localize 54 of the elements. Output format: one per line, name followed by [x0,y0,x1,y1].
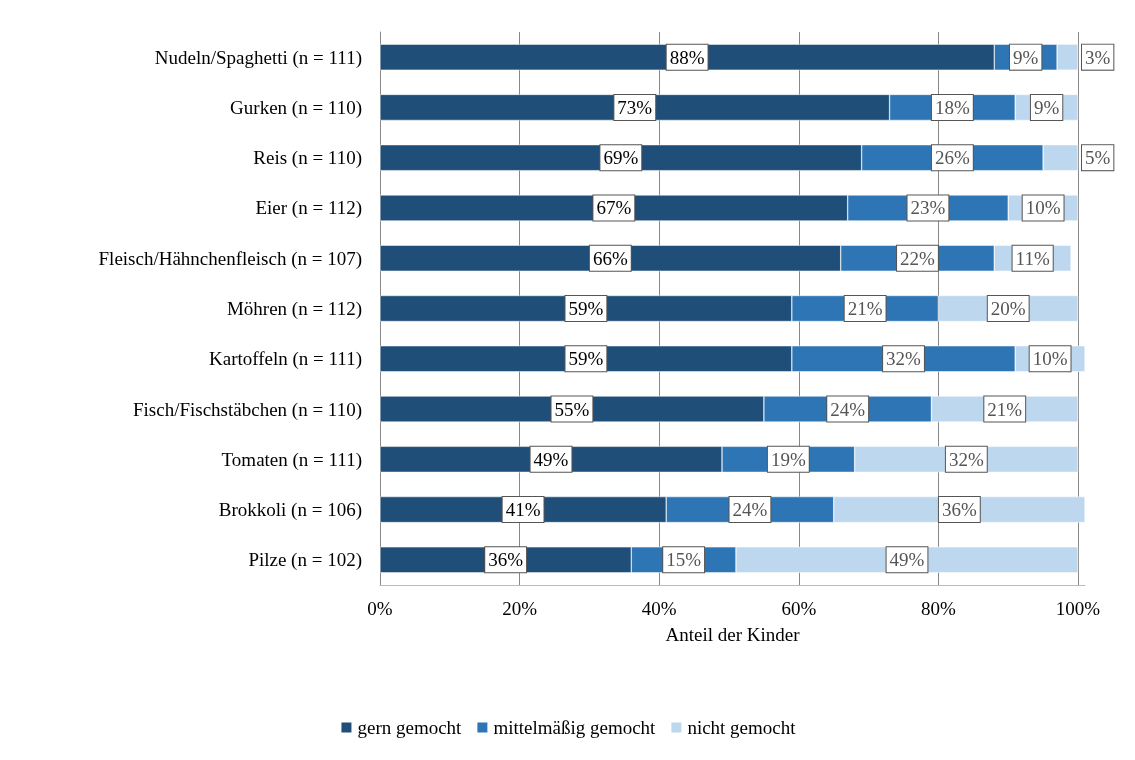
data-label: 22% [900,247,936,269]
data-label: 11% [1015,247,1050,269]
y-tick-label: Nudeln/Spaghetti (n = 111) [154,46,362,69]
data-label: 24% [830,398,866,420]
x-tick-label: 20% [502,598,538,619]
x-tick-label: 100% [1055,598,1101,619]
data-label: 23% [910,197,946,219]
data-label: 3% [1085,46,1111,68]
data-label: 18% [934,96,970,118]
data-label: 9% [1013,46,1039,68]
legend-label: mittelmäßig gemocht [493,717,657,738]
x-tick-label: 0% [367,598,393,619]
data-label: 26% [934,147,970,169]
data-label: 32% [886,348,922,370]
legend-label: nicht gemocht [687,717,797,738]
y-tick-label: Fleisch/Hähnchenfleisch (n = 107) [98,247,362,270]
y-tick-label: Reis (n = 110) [253,147,362,170]
y-tick-label: Kartoffeln (n = 111) [209,348,362,371]
data-label: 5% [1085,147,1111,169]
data-label: 19% [770,448,806,470]
data-label: 10% [1025,197,1061,219]
x-tick-label: 60% [781,598,817,619]
data-label: 41% [505,499,541,521]
y-tick-label: Brokkoli (n = 106) [218,499,362,522]
x-tick-label: 80% [921,598,956,619]
y-tick-label: Möhren (n = 112) [226,298,362,320]
data-label: 20% [990,298,1026,319]
data-label: 32% [948,448,984,470]
data-label: 36% [488,549,524,571]
data-label: 15% [666,549,702,571]
data-label: 69% [603,147,639,169]
data-label: 59% [568,298,604,319]
data-label: 66% [592,247,628,269]
data-label: 36% [941,499,977,521]
data-label: 24% [732,499,768,521]
data-label: 88% [669,46,705,68]
data-label: 67% [596,197,632,219]
y-tick-label: Pilze (n = 102) [248,549,362,572]
data-label: 49% [533,448,569,470]
data-label: 9% [1033,96,1060,118]
x-axis-title: Anteil der Kinder [665,624,801,645]
y-tick-label: Eier (n = 112) [255,197,362,220]
data-label: 21% [987,398,1023,420]
legend-label: gern gemocht [357,717,463,738]
data-label: 10% [1032,348,1068,370]
y-tick-label: Tomaten (n = 111) [221,448,362,471]
data-label: 73% [617,96,653,118]
data-label: 59% [568,348,604,370]
x-tick-label: 40% [641,598,677,619]
data-label: 49% [889,549,925,571]
data-label: 55% [554,398,590,420]
y-tick-label: Gurken (n = 110) [230,96,362,119]
y-tick-label: Fisch/Fischstäbchen (n = 110) [132,398,362,421]
data-label: 21% [847,298,883,319]
